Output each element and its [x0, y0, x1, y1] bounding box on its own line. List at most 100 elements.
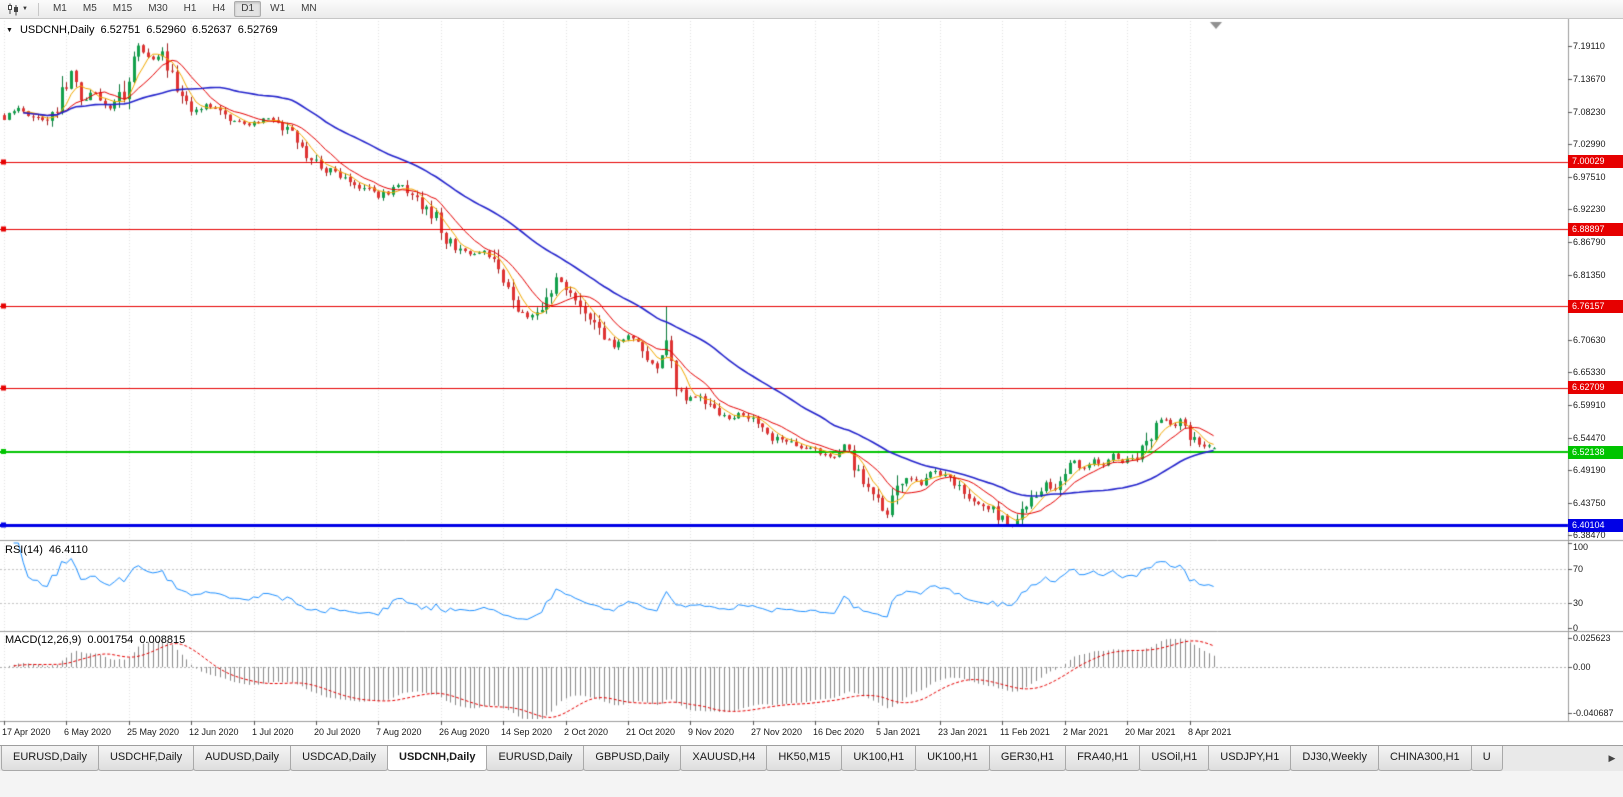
- price-axis-label: 6.59910: [1573, 399, 1606, 410]
- chart-tab-dj30-weekly[interactable]: DJ30,Weekly: [1290, 746, 1379, 771]
- chart-tab-usdcnh-daily[interactable]: USDCNH,Daily: [387, 746, 488, 771]
- time-axis-label: 1 Jul 2020: [252, 727, 294, 737]
- price-line-badge: 6.76157: [1568, 299, 1623, 313]
- price-axis-label: 6.38470: [1573, 529, 1606, 540]
- price-axis-label: 7.19110: [1573, 40, 1605, 51]
- rsi-value: 46.4110: [48, 544, 88, 556]
- time-axis-label: 9 Nov 2020: [688, 727, 735, 737]
- time-axis-label: 7 Aug 2020: [376, 727, 422, 737]
- time-axis-label: 25 May 2020: [127, 727, 180, 737]
- price-axis-label: 7.02990: [1573, 138, 1606, 149]
- chart-tab-gbpusd-daily[interactable]: GBPUSD,Daily: [583, 746, 682, 771]
- tab-scroll-right-button[interactable]: ▶: [1608, 753, 1616, 763]
- macd-axis-label: -0.040687: [1573, 708, 1614, 719]
- chart-title: ▼ USDCNH,Daily 6.52751 6.52960 6.52637 6…: [6, 24, 278, 36]
- chart-tab-bar: EURUSD,Daily USDCHF,Daily AUDUSD,Daily USDC…: [0, 745, 1623, 771]
- price-line-badge: 6.62709: [1568, 381, 1623, 395]
- chart-tab-ger30-h1[interactable]: GER30,H1: [988, 746, 1067, 771]
- macd-axis-label: 0.025623: [1573, 632, 1611, 643]
- price-axis-label: 6.70630: [1573, 334, 1606, 345]
- chart-tab-usoil-h1[interactable]: USOil,H1: [1139, 746, 1210, 771]
- time-axis-label: 20 Jul 2020: [314, 727, 361, 737]
- chart-tab-usdchf-daily[interactable]: USDCHF,Daily: [97, 746, 195, 771]
- macd-label: MACD(12,26,9): [5, 634, 82, 646]
- timeframe-button-mn[interactable]: MN: [301, 3, 317, 14]
- triangle-down-icon[interactable]: ▼: [6, 26, 13, 34]
- chart-tab-usdjpy-h1[interactable]: USDJPY,H1: [1208, 746, 1292, 771]
- rsi-label: RSI(14): [5, 544, 43, 556]
- time-axis-label: 26 Aug 2020: [439, 727, 490, 737]
- price-axis-label: 7.08230: [1573, 106, 1606, 117]
- symbol-period-label: USDCNH,Daily: [19, 24, 95, 36]
- price-axis-label: 7.13670: [1573, 73, 1606, 84]
- chart-tab-uk100-h1[interactable]: UK100,H1: [915, 746, 990, 771]
- chart-tab-usdcad-daily[interactable]: USDCAD,Daily: [290, 746, 389, 771]
- timeframe-buttons: M1 M5 M15 M30 H1 H4 D1 W1 MN: [45, 1, 325, 17]
- rsi-axis-label: 30: [1573, 597, 1584, 608]
- chevron-down-icon: ▼: [22, 6, 28, 12]
- macd-indicator-title: MACD(12,26,9) 0.001754 0.008815: [5, 634, 185, 646]
- time-axis-label: 23 Jan 2021: [938, 727, 988, 737]
- rsi-axis-label: 0: [1573, 623, 1579, 633]
- timeframe-button-m30[interactable]: M30: [148, 3, 168, 14]
- price-axis-label: 6.86790: [1573, 236, 1606, 247]
- time-axis-label: 27 Nov 2020: [751, 727, 803, 737]
- chart-type-button[interactable]: ▼: [3, 2, 32, 17]
- time-axis-label: 5 Jan 2021: [876, 727, 921, 737]
- time-axis-label: 17 Apr 2020: [2, 727, 51, 737]
- time-axis-label: 11 Feb 2021: [1000, 727, 1050, 737]
- time-axis-label: 16 Dec 2020: [813, 727, 865, 737]
- price-axis-label: 6.49190: [1573, 464, 1606, 475]
- open-value: 6.52751: [100, 24, 141, 36]
- time-axis-label: 2 Mar 2021: [1063, 727, 1109, 737]
- price-axis-label: 6.97510: [1573, 171, 1606, 182]
- timeframe-button-m1[interactable]: M1: [52, 3, 67, 14]
- macd-main-value: 0.001754: [87, 634, 134, 646]
- price-axis-label: 6.43750: [1573, 497, 1606, 508]
- timeframe-button-h1[interactable]: H1: [183, 3, 197, 14]
- time-axis-label: 14 Sep 2020: [501, 727, 553, 737]
- chart-tab-fra40-h1[interactable]: FRA40,H1: [1065, 746, 1141, 771]
- timeframe-button-h4[interactable]: H4: [212, 3, 226, 14]
- rsi-axis-label: 100: [1573, 542, 1589, 552]
- chart-tab-eurusd-daily[interactable]: EURUSD,Daily: [486, 746, 585, 771]
- bottom-strip: [0, 771, 1623, 797]
- price-axis-label: 6.81350: [1573, 269, 1606, 280]
- timeframe-toolbar: ▼ M1 M5 M15 M30 H1 H4 D1 W1 MN: [0, 0, 1623, 19]
- low-value: 6.52637: [192, 24, 232, 36]
- price-line-badge: 7.00029: [1568, 155, 1623, 169]
- time-axis-label: 20 Mar 2021: [1125, 727, 1176, 737]
- price-axis-label: 6.65330: [1573, 367, 1606, 378]
- rsi-axis-label: 70: [1573, 563, 1584, 574]
- timeframe-button-w1[interactable]: W1: [270, 3, 286, 14]
- candlestick-chart-icon: [8, 3, 18, 15]
- chart-tab-hk50-m15[interactable]: HK50,M15: [766, 746, 843, 771]
- price-line-badge: 6.52138: [1568, 445, 1623, 459]
- chart-tab-xauusd-h4[interactable]: XAUUSD,H4: [680, 746, 768, 771]
- chart-tab-china300-h1[interactable]: CHINA300,H1: [1377, 746, 1472, 771]
- macd-signal-value: 0.008815: [139, 634, 186, 646]
- chart-tab-eurusd-daily[interactable]: EURUSD,Daily: [1, 746, 99, 771]
- price-line-badge: 6.40104: [1568, 518, 1623, 532]
- chart-tab-uk100-h1[interactable]: UK100,H1: [841, 746, 917, 771]
- time-axis-label: 8 Apr 2021: [1188, 727, 1232, 737]
- chart-canvas[interactable]: [0, 19, 1623, 745]
- toolbar-separator: [37, 2, 39, 16]
- timeframe-button-m5[interactable]: M5: [82, 3, 97, 14]
- timeframe-button-d1[interactable]: D1: [234, 1, 262, 17]
- chart-tab-u[interactable]: U: [1470, 746, 1503, 771]
- high-value: 6.52960: [146, 24, 187, 36]
- timeframe-button-m15[interactable]: M15: [112, 3, 133, 14]
- macd-axis-label: 0.00: [1573, 661, 1591, 672]
- close-value: 6.52769: [237, 24, 278, 36]
- time-axis-label: 21 Oct 2020: [626, 727, 676, 737]
- chart-tab-audusd-daily[interactable]: AUDUSD,Daily: [193, 746, 292, 771]
- time-axis-label: 6 May 2020: [64, 727, 112, 737]
- price-line-badge: 6.88897: [1568, 222, 1623, 236]
- time-axis-label: 12 Jun 2020: [189, 727, 239, 737]
- time-axis-label: 2 Oct 2020: [564, 727, 609, 737]
- rsi-indicator-title: RSI(14) 46.4110: [5, 544, 88, 556]
- price-axis-label: 6.92230: [1573, 203, 1606, 214]
- price-axis-label: 6.54470: [1573, 432, 1606, 443]
